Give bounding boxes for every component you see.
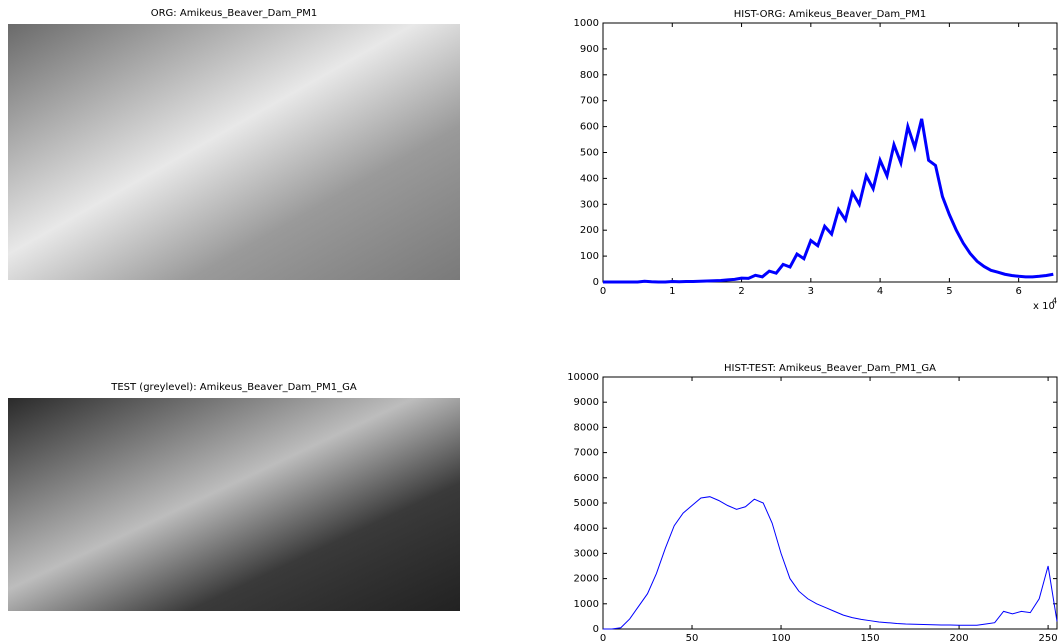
y-tick-label: 7000: [574, 448, 599, 459]
image: [8, 398, 460, 611]
y-tick-label: 900: [580, 44, 599, 55]
y-tick-label: 0: [593, 624, 599, 635]
y-tick-label: 9000: [574, 397, 599, 408]
y-tick-label: 200: [580, 225, 599, 236]
x-tick-label: 150: [861, 633, 880, 644]
y-tick-label: 500: [580, 148, 599, 159]
axes-title: HIST-ORG: Amikeus_Beaver_Dam_PM1: [734, 9, 926, 20]
y-tick-label: 600: [580, 122, 599, 133]
image-title: ORG: Amikeus_Beaver_Dam_PM1: [151, 8, 318, 19]
x-tick-label: 2: [738, 286, 744, 297]
y-tick-label: 300: [580, 199, 599, 210]
y-tick-label: 10000: [567, 372, 599, 383]
axes-title: HIST-TEST: Amikeus_Beaver_Dam_PM1_GA: [724, 363, 936, 374]
x-exponent: 4: [1052, 297, 1057, 306]
axes-box: [603, 23, 1057, 282]
x-tick-label: 4: [877, 286, 883, 297]
page: {"chart_data": [ {"type": "image", "titl…: [0, 0, 1063, 644]
axes-box: [603, 377, 1057, 629]
y-tick-label: 1000: [574, 599, 599, 610]
y-tick-label: 8000: [574, 422, 599, 433]
y-tick-label: 0: [593, 277, 599, 288]
x-tick-label: 250: [1039, 633, 1058, 644]
x-tick-label: 0: [600, 286, 606, 297]
x-tick-label: 3: [808, 286, 814, 297]
x-tick-label: 50: [686, 633, 699, 644]
x-tick-label: 6: [1015, 286, 1021, 297]
x-tick-label: 100: [771, 633, 790, 644]
y-tick-label: 5000: [574, 498, 599, 509]
histogram-line: [603, 119, 1053, 282]
y-tick-label: 100: [580, 251, 599, 262]
y-tick-label: 3000: [574, 548, 599, 559]
image-title: TEST (greylevel): Amikeus_Beaver_Dam_PM1…: [110, 382, 357, 393]
x-tick-label: 1: [669, 286, 675, 297]
x-tick-label: 200: [950, 633, 969, 644]
y-tick-label: 400: [580, 173, 599, 184]
image: [8, 24, 460, 280]
y-tick-label: 4000: [574, 523, 599, 534]
y-tick-label: 2000: [574, 574, 599, 585]
y-tick-label: 700: [580, 96, 599, 107]
y-tick-label: 1000: [574, 18, 599, 29]
figure: ORG: Amikeus_Beaver_Dam_PM1 HIST-ORG: Ami…: [0, 0, 1063, 644]
y-tick-label: 800: [580, 70, 599, 81]
x-tick-label: 0: [600, 633, 606, 644]
x-tick-label: 5: [946, 286, 952, 297]
y-tick-label: 6000: [574, 473, 599, 484]
histogram-line: [603, 497, 1057, 629]
